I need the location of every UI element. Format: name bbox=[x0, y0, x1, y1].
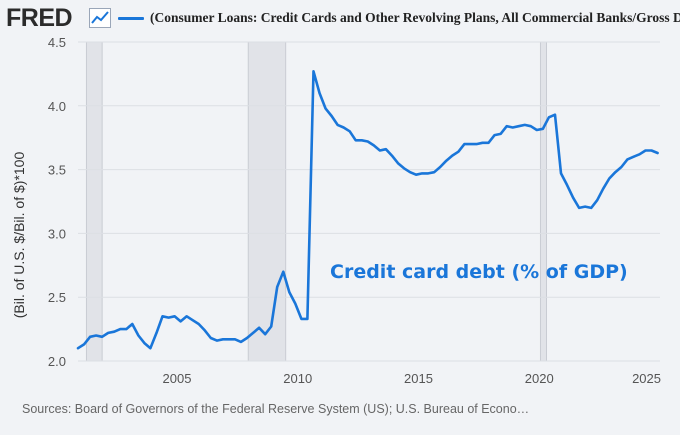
series-lines bbox=[76, 70, 659, 350]
chart-line-icon bbox=[89, 8, 111, 28]
chart-header: FRED (Consumer Loans: Credit Cards and O… bbox=[0, 0, 680, 36]
x-tick-label: 2025 bbox=[632, 371, 661, 386]
recession-band-2 bbox=[247, 41, 287, 362]
y-tick-label: 4.0 bbox=[48, 99, 66, 114]
fred-logo[interactable]: FRED bbox=[6, 4, 73, 32]
y-tick-labels: 2.0 2.5 3.0 3.5 4.0 4.5 bbox=[48, 35, 66, 369]
legend-label[interactable]: (Consumer Loans: Credit Cards and Other … bbox=[150, 10, 680, 25]
gridlines bbox=[78, 41, 660, 362]
line-chart: 2.02.53.03.54.04.5 2005 2010 2015 2020 2025 … bbox=[11, 35, 661, 386]
x-tick-label: 2010 bbox=[283, 371, 312, 386]
y-tick-label: 2.5 bbox=[48, 290, 66, 305]
legend-swatch bbox=[118, 17, 144, 20]
x-tick-label: 2005 bbox=[163, 371, 192, 386]
y-tick-label: 3.0 bbox=[48, 226, 66, 241]
sources-note: Sources: Board of Governors of the Feder… bbox=[22, 402, 530, 416]
recession-band-3 bbox=[539, 41, 547, 362]
y-tick-label: 2.0 bbox=[48, 354, 66, 369]
y-tick-label: 4.5 bbox=[48, 35, 66, 50]
x-tick-labels: 2005 2010 2015 2020 2025 bbox=[163, 371, 661, 386]
x-tick-label: 2020 bbox=[525, 371, 554, 386]
y-tick-label: 3.5 bbox=[48, 163, 66, 178]
x-tick-label: 2015 bbox=[404, 371, 433, 386]
y-axis-label: (Bil. of U.S. $/Bil. of $)*100 bbox=[11, 152, 27, 319]
chart-annotation: Credit card debt (% of GDP) bbox=[330, 261, 628, 283]
recession-bands bbox=[85, 41, 547, 362]
recession-band-1 bbox=[85, 41, 103, 362]
series-line-1[interactable] bbox=[76, 70, 659, 350]
